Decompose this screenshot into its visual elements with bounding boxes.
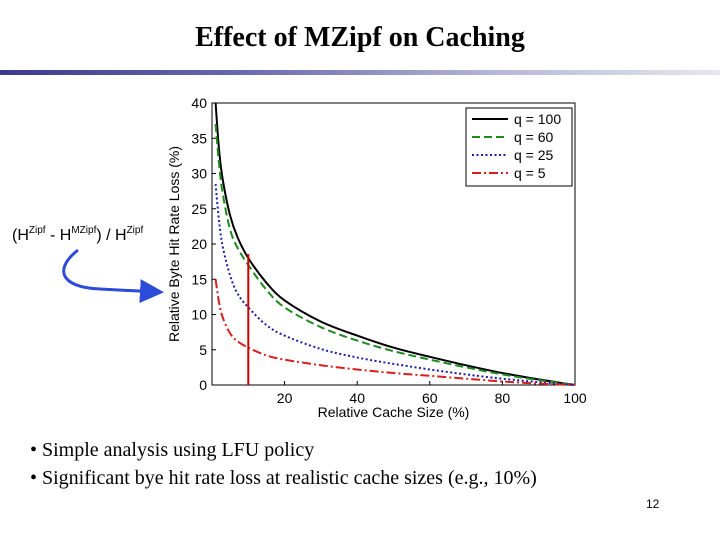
series-line-q100: [214, 102, 576, 386]
annotation-arrow-path: [62, 248, 164, 304]
y-tick-label: 25: [191, 201, 207, 217]
x-tick-label: 100: [563, 390, 587, 406]
y-tick-label: 30: [191, 166, 207, 182]
formula-sup-zipf: Zipf: [28, 225, 46, 236]
title-rule: [0, 70, 720, 75]
y-tick-label: 0: [199, 377, 207, 393]
legend-label: q = 5: [514, 165, 546, 181]
bullet-list: • Simple analysis using LFU policy • Sig…: [30, 436, 537, 492]
y-tick-label: 15: [191, 271, 207, 287]
y-tick-label: 40: [191, 95, 207, 111]
x-tick-label: 20: [277, 390, 293, 406]
x-tick-label: 80: [495, 390, 511, 406]
series-line-q25: [214, 184, 576, 386]
y-tick-label: 5: [199, 342, 207, 358]
series-layer: [214, 102, 576, 386]
formula-open: (H: [12, 227, 29, 244]
series-line-q5: [214, 279, 576, 386]
bullet-item-lfu: • Simple analysis using LFU policy: [30, 439, 315, 461]
formula-sup-zipf-denominator: Zipf: [126, 225, 144, 236]
formula-minus: - H: [45, 227, 72, 244]
slide-title: Effect of MZipf on Caching: [195, 22, 525, 53]
slide-number: 12: [646, 497, 660, 511]
legend-box: [465, 107, 573, 187]
formula-sup-mzipf: MZipf: [71, 225, 97, 236]
x-axis-label: Relative Cache Size (%): [318, 404, 470, 420]
loss-formula-label: (HZipf - HMZipf) / HZipf: [12, 225, 143, 245]
x-tick-label: 60: [422, 390, 438, 406]
series-line-q60: [214, 124, 576, 386]
y-axis-label: Relative Byte Hit Rate Loss (%): [166, 146, 182, 342]
legend-label: q = 100: [514, 111, 561, 127]
bullet-item-loss: • Significant bye hit rate loss at reali…: [30, 467, 537, 489]
x-tick-label: 40: [349, 390, 365, 406]
y-tick-label: 20: [191, 236, 207, 252]
legend-label: q = 25: [514, 147, 554, 163]
legend-layer: q = 100 q = 60 q = 25 q = 5: [465, 107, 573, 187]
y-tick-label: 35: [191, 130, 207, 146]
legend-label: q = 60: [514, 129, 554, 145]
y-tick-label: 10: [191, 307, 207, 323]
formula-divide: ) / H: [96, 227, 127, 244]
